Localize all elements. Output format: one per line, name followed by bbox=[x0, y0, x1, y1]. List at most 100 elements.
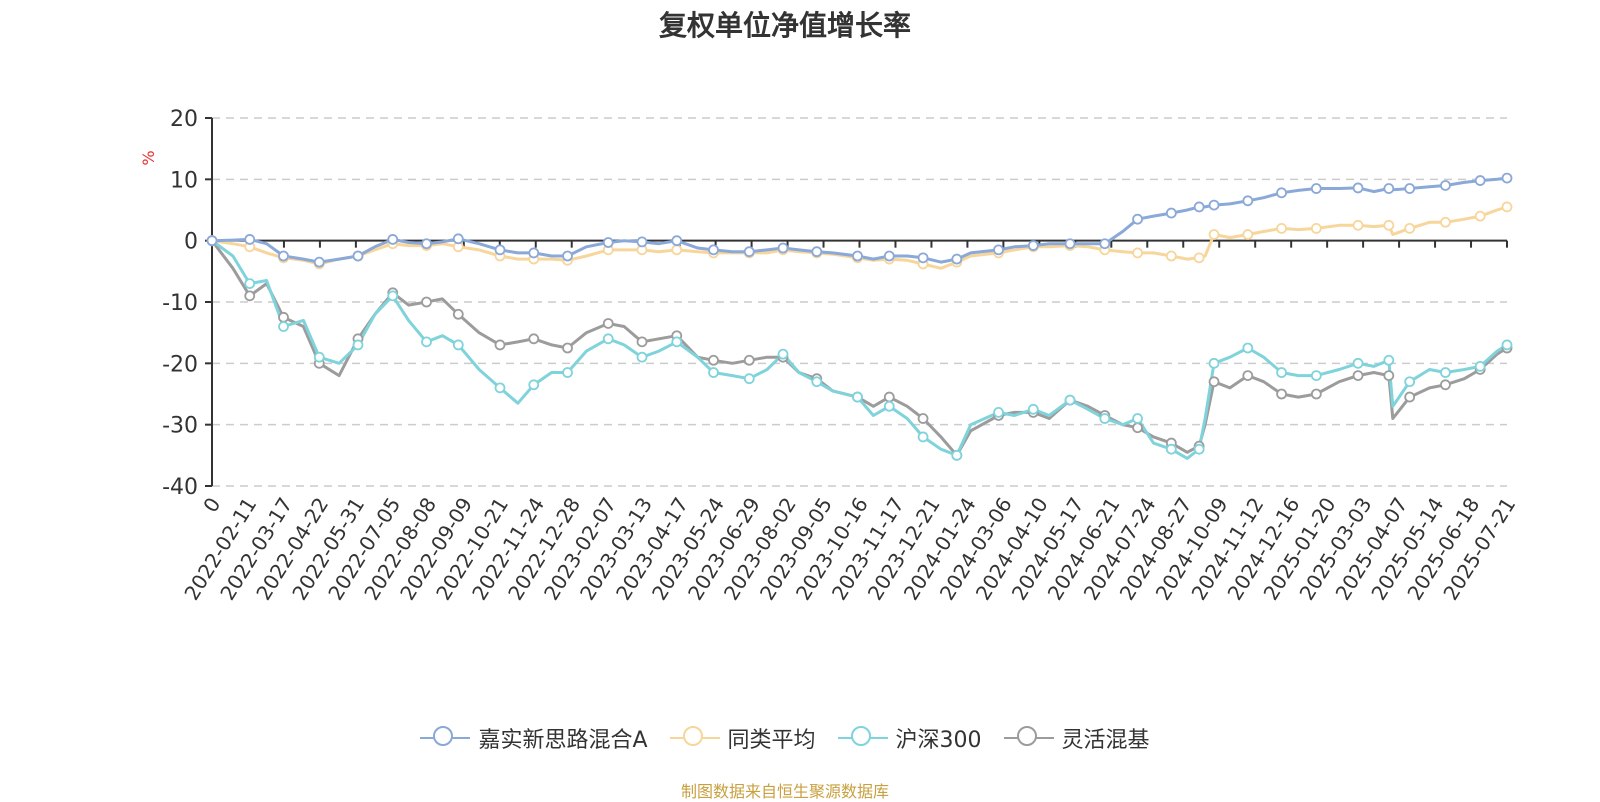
y-tick-label: 10 bbox=[170, 168, 198, 193]
data-point bbox=[1242, 342, 1254, 354]
data-point bbox=[993, 244, 1004, 256]
y-tick-label: -40 bbox=[162, 475, 198, 500]
data-point bbox=[811, 246, 823, 258]
legend-swatch-icon bbox=[1003, 725, 1054, 751]
legend-swatch-icon bbox=[420, 725, 471, 751]
data-point bbox=[1132, 413, 1143, 424]
legend-label: 同类平均 bbox=[727, 728, 816, 753]
data-point bbox=[278, 321, 289, 332]
data-point bbox=[1165, 250, 1177, 262]
data-point bbox=[1440, 367, 1451, 378]
data-point bbox=[743, 246, 755, 258]
data-point bbox=[743, 354, 755, 366]
data-point bbox=[777, 242, 789, 254]
x-tick-label: 0 bbox=[198, 493, 225, 517]
data-point bbox=[1208, 376, 1220, 388]
data-point bbox=[1132, 213, 1143, 225]
legend-swatch-icon bbox=[669, 725, 720, 751]
data-point bbox=[1193, 201, 1205, 213]
legend-label: 沪深300 bbox=[895, 728, 982, 753]
data-point bbox=[387, 234, 399, 245]
data-point bbox=[452, 339, 464, 351]
data-point bbox=[421, 296, 432, 308]
data-point bbox=[671, 244, 683, 256]
data-point bbox=[1242, 229, 1254, 240]
chart-title: 复权单位净值增长率 bbox=[658, 9, 911, 42]
data-point bbox=[1440, 379, 1451, 391]
data-point bbox=[1165, 443, 1177, 455]
data-point bbox=[1501, 339, 1513, 351]
data-point bbox=[1383, 370, 1395, 382]
legend-item[interactable]: 沪深300 bbox=[837, 722, 982, 754]
data-point bbox=[244, 278, 256, 290]
series-line bbox=[210, 239, 1509, 457]
data-point bbox=[1383, 354, 1395, 366]
source-note: 制图数据来自恒生聚源数据库 bbox=[680, 782, 889, 801]
data-point bbox=[528, 247, 540, 259]
data-point bbox=[1310, 222, 1322, 234]
data-point bbox=[917, 431, 929, 443]
data-point bbox=[602, 237, 614, 248]
data-point bbox=[1132, 422, 1143, 434]
data-point bbox=[1440, 180, 1451, 191]
data-point bbox=[1383, 219, 1395, 231]
data-point bbox=[1242, 195, 1254, 207]
y-axis-label: % bbox=[139, 150, 158, 165]
data-point bbox=[1501, 201, 1513, 213]
data-point bbox=[811, 376, 823, 388]
data-point bbox=[421, 336, 432, 348]
axes: 20100-10-20-30-4002022-02-112022-03-1720… bbox=[162, 107, 1520, 604]
data-point bbox=[1383, 183, 1395, 194]
legend-item[interactable]: 同类平均 bbox=[669, 722, 816, 754]
data-point bbox=[951, 253, 963, 265]
data-point bbox=[1440, 216, 1451, 228]
data-point bbox=[387, 290, 399, 302]
data-point bbox=[1310, 183, 1322, 194]
y-tick-label: -20 bbox=[162, 352, 198, 377]
data-point bbox=[352, 250, 364, 262]
data-point bbox=[1404, 376, 1416, 388]
data-point bbox=[1474, 210, 1486, 222]
data-point bbox=[562, 250, 573, 262]
y-tick-label: 20 bbox=[170, 107, 198, 132]
legend-item[interactable]: 嘉实新思路混合A bbox=[420, 722, 648, 754]
legend-label: 嘉实新思路混合A bbox=[478, 728, 648, 753]
data-point bbox=[1242, 370, 1254, 382]
data-point bbox=[562, 367, 573, 378]
legend-item[interactable]: 灵活混基 bbox=[1003, 722, 1150, 754]
data-point bbox=[206, 235, 218, 247]
data-point bbox=[1276, 187, 1287, 199]
data-point bbox=[1132, 247, 1143, 259]
data-point bbox=[917, 413, 929, 424]
data-point bbox=[671, 235, 683, 247]
legend: 嘉实新思路混合A 同类平均 沪深300 灵活混基 bbox=[0, 722, 1570, 754]
data-point bbox=[1501, 172, 1513, 184]
data-point bbox=[708, 354, 719, 366]
data-point bbox=[636, 351, 648, 363]
data-point bbox=[494, 339, 506, 351]
data-point bbox=[528, 333, 540, 345]
series-lines bbox=[210, 176, 1509, 460]
data-point bbox=[1404, 222, 1416, 234]
data-point bbox=[743, 373, 755, 385]
data-point bbox=[1352, 182, 1364, 194]
data-point bbox=[602, 333, 614, 345]
data-point bbox=[1193, 443, 1205, 455]
data-point bbox=[951, 449, 963, 461]
y-tick-label: -30 bbox=[162, 414, 198, 439]
data-point bbox=[1474, 360, 1486, 372]
data-point bbox=[777, 348, 789, 360]
data-point bbox=[1276, 222, 1287, 234]
data-point bbox=[1352, 219, 1364, 231]
data-point bbox=[1352, 370, 1364, 382]
data-point bbox=[1208, 199, 1220, 211]
data-point bbox=[1404, 391, 1416, 403]
data-point bbox=[1208, 229, 1220, 240]
legend-label: 灵活混基 bbox=[1061, 728, 1150, 753]
data-point bbox=[244, 290, 256, 302]
data-point bbox=[313, 256, 325, 268]
data-point bbox=[1276, 388, 1287, 400]
series-line bbox=[210, 239, 1509, 460]
data-point bbox=[1027, 240, 1039, 251]
data-point bbox=[1099, 238, 1111, 250]
